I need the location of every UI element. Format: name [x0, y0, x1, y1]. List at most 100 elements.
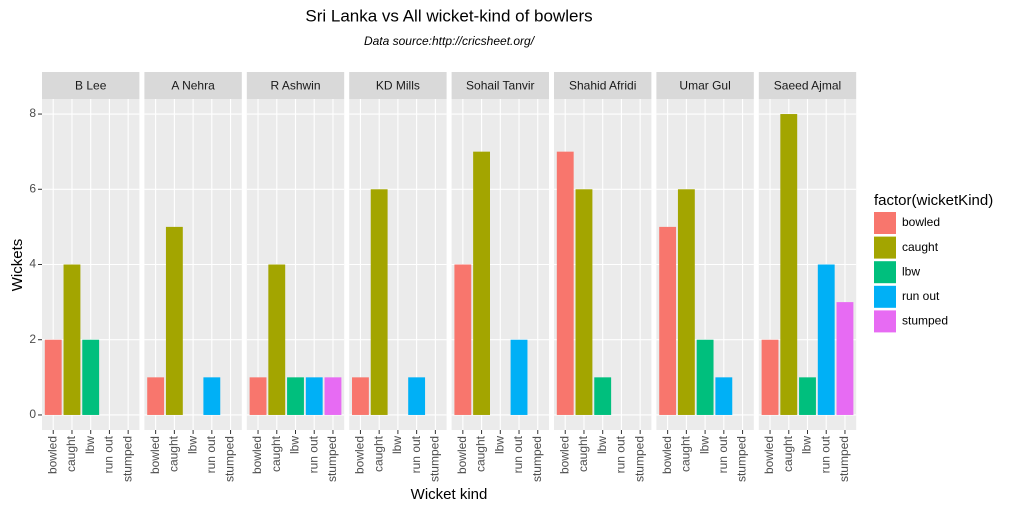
- x-tick-label: stumped: [632, 436, 646, 482]
- strip-label: A Nehra: [171, 79, 215, 93]
- x-tick-label: bowled: [455, 436, 469, 474]
- y-tick-label: 0: [29, 407, 36, 421]
- x-tick-label: lbw: [697, 436, 711, 454]
- chart-subtitle: Data source:http://cricsheet.org/: [364, 34, 536, 48]
- bar: [715, 377, 733, 415]
- x-tick-label: stumped: [428, 436, 442, 482]
- x-tick-label: bowled: [660, 436, 674, 474]
- x-tick-label: caught: [64, 435, 78, 472]
- x-tick-label: stumped: [325, 436, 339, 482]
- y-tick-label: 4: [29, 257, 36, 271]
- x-tick-label: lbw: [800, 436, 814, 454]
- bar: [761, 339, 779, 415]
- legend-key: [874, 261, 896, 284]
- x-tick-label: bowled: [762, 436, 776, 474]
- legend-label: bowled: [902, 215, 940, 229]
- bar: [575, 189, 593, 415]
- bar: [147, 377, 165, 415]
- bar: [780, 114, 798, 415]
- strip: [349, 72, 447, 99]
- x-tick-label: lbw: [83, 436, 97, 454]
- bar: [352, 377, 369, 415]
- x-tick-label: run out: [716, 435, 730, 473]
- strip-label: R Ashwin: [270, 79, 320, 93]
- x-tick-label: caught: [371, 435, 385, 472]
- y-axis-label: Wickets: [9, 239, 26, 292]
- strip-label: Sohail Tanvir: [466, 79, 534, 93]
- y-tick-label: 8: [29, 106, 36, 120]
- x-tick-label: run out: [614, 435, 628, 473]
- bar: [594, 377, 612, 415]
- x-tick-label: bowled: [353, 436, 367, 474]
- x-tick-label: lbw: [492, 436, 506, 454]
- x-tick-label: lbw: [595, 436, 609, 454]
- x-tick-label: stumped: [735, 436, 749, 482]
- x-tick-label: run out: [511, 435, 525, 473]
- x-tick-label: caught: [269, 435, 283, 472]
- bar: [454, 264, 472, 415]
- bar: [249, 377, 267, 415]
- legend-title: factor(wicketKind): [874, 192, 993, 209]
- bar: [836, 302, 854, 415]
- bar: [696, 339, 714, 415]
- x-tick-label: caught: [167, 435, 181, 472]
- x-tick-label: bowled: [148, 436, 162, 474]
- bar: [203, 377, 221, 415]
- legend-key: [874, 236, 896, 259]
- strip-label: Saeed Ajmal: [774, 79, 841, 93]
- legend-label: run out: [902, 289, 940, 303]
- bar: [82, 339, 100, 415]
- strip: [246, 72, 345, 99]
- y-tick-label: 6: [29, 181, 36, 195]
- strip-label: Umar Gul: [679, 79, 730, 93]
- x-tick-label: stumped: [837, 436, 851, 482]
- bar: [305, 377, 323, 415]
- bar: [287, 377, 304, 415]
- x-tick-label: caught: [576, 435, 590, 472]
- x-tick-label: run out: [306, 435, 320, 473]
- x-tick-label: lbw: [185, 436, 199, 454]
- x-tick-label: bowled: [557, 436, 571, 474]
- strip: [656, 72, 754, 99]
- legend-label: caught: [902, 240, 939, 254]
- strip: [42, 72, 140, 99]
- bar: [268, 264, 286, 415]
- x-tick-label: caught: [474, 435, 488, 472]
- bar: [324, 377, 342, 415]
- x-tick-label: bowled: [45, 436, 59, 474]
- strip: [451, 72, 549, 99]
- x-tick-label: bowled: [250, 436, 264, 474]
- strip-label: KD Mills: [376, 79, 420, 93]
- x-tick-label: lbw: [288, 436, 302, 454]
- bar: [44, 339, 62, 415]
- x-axis-label: Wicket kind: [411, 486, 488, 503]
- x-tick-label: stumped: [120, 436, 134, 482]
- bar: [677, 189, 695, 415]
- x-tick-label: stumped: [223, 436, 237, 482]
- legend-label: lbw: [902, 264, 920, 278]
- x-tick-label: caught: [781, 435, 795, 472]
- y-tick-label: 2: [29, 332, 36, 346]
- bar: [63, 264, 81, 415]
- bar: [659, 226, 677, 415]
- x-tick-label: run out: [204, 435, 218, 473]
- bar: [370, 189, 388, 415]
- x-tick-label: run out: [409, 435, 423, 473]
- x-tick-label: stumped: [530, 436, 544, 482]
- bar: [817, 264, 835, 415]
- legend-key: [874, 212, 896, 234]
- bar: [799, 377, 816, 415]
- x-tick-label: run out: [818, 435, 832, 473]
- x-tick-label: lbw: [390, 436, 404, 454]
- legend-key: [874, 285, 896, 308]
- strip-label: Shahid Afridi: [569, 79, 636, 93]
- x-tick-label: run out: [102, 435, 116, 473]
- bar: [165, 226, 183, 415]
- bar: [510, 339, 528, 415]
- strip: [144, 72, 242, 99]
- strip: [554, 72, 652, 99]
- strip: [758, 72, 857, 99]
- bar: [408, 377, 426, 415]
- bar: [473, 151, 490, 415]
